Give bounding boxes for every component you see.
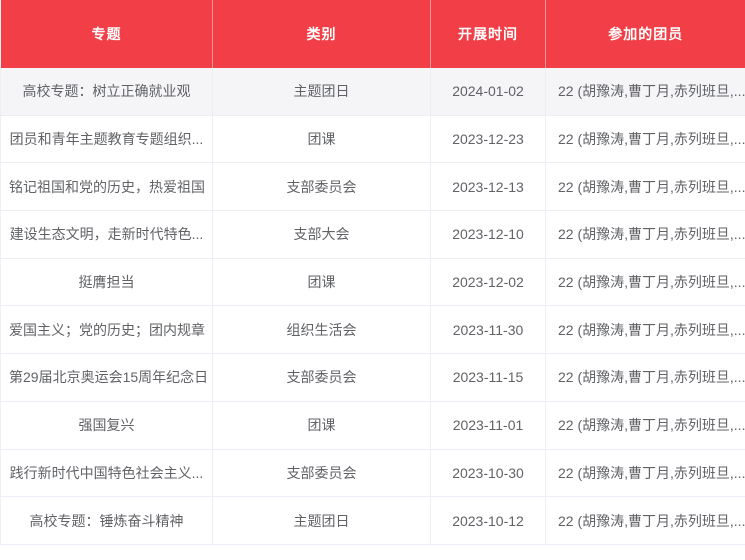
date-cell: 2023-12-13: [430, 162, 546, 212]
category-cell: 主题团日: [212, 496, 431, 545]
category-cell: 主题团日: [212, 68, 431, 116]
table-row[interactable]: 强国复兴 团课 2023-11-01 22 (胡豫涛,曹丁月,赤列班旦,...: [0, 401, 745, 450]
date-cell: 2024-01-02: [430, 68, 546, 116]
category-cell: 团课: [212, 115, 431, 164]
column-header-members: 参加的团员: [545, 0, 745, 68]
category-cell: 团课: [212, 401, 431, 450]
date-cell: 2023-11-01: [430, 401, 546, 450]
members-cell: 22 (胡豫涛,曹丁月,赤列班旦,...: [545, 496, 745, 545]
category-cell: 支部委员会: [212, 449, 431, 498]
column-header-date: 开展时间: [430, 0, 546, 68]
members-cell: 22 (胡豫涛,曹丁月,赤列班旦,...: [545, 162, 745, 212]
category-cell: 团课: [212, 258, 431, 307]
table-row[interactable]: 高校专题：锤炼奋斗精神 主题团日 2023-10-12 22 (胡豫涛,曹丁月,…: [0, 496, 745, 545]
topic-cell: 团员和青年主题教育专题组织...: [0, 115, 213, 164]
table-row[interactable]: 铭记祖国和党的历史，热爱祖国 支部委员会 2023-12-13 22 (胡豫涛,…: [0, 162, 745, 212]
date-cell: 2023-11-30: [430, 305, 546, 355]
category-cell: 支部委员会: [212, 162, 431, 212]
topic-cell: 铭记祖国和党的历史，热爱祖国: [0, 162, 213, 212]
category-cell: 支部委员会: [212, 353, 431, 402]
topic-cell: 高校专题：树立正确就业观: [0, 68, 213, 116]
table-row[interactable]: 团员和青年主题教育专题组织... 团课 2023-12-23 22 (胡豫涛,曹…: [0, 115, 745, 164]
members-cell: 22 (胡豫涛,曹丁月,赤列班旦,...: [545, 305, 745, 355]
table-row[interactable]: 第29届北京奥运会15周年纪念日 支部委员会 2023-11-15 22 (胡豫…: [0, 353, 745, 402]
table-row[interactable]: 建设生态文明，走新时代特色... 支部大会 2023-12-10 22 (胡豫涛…: [0, 210, 745, 259]
table-row[interactable]: 爱国主义；党的历史；团内规章 组织生活会 2023-11-30 22 (胡豫涛,…: [0, 305, 745, 355]
members-cell: 22 (胡豫涛,曹丁月,赤列班旦,...: [545, 115, 745, 164]
date-cell: 2023-12-23: [430, 115, 546, 164]
date-cell: 2023-10-30: [430, 449, 546, 498]
members-cell: 22 (胡豫涛,曹丁月,赤列班旦,...: [545, 449, 745, 498]
date-cell: 2023-12-02: [430, 258, 546, 307]
column-header-topic: 专题: [0, 0, 213, 68]
table-row[interactable]: 践行新时代中国特色社会主义... 支部委员会 2023-10-30 22 (胡豫…: [0, 449, 745, 498]
date-cell: 2023-10-12: [430, 496, 546, 545]
members-cell: 22 (胡豫涛,曹丁月,赤列班旦,...: [545, 401, 745, 450]
table-row[interactable]: 高校专题：树立正确就业观 主题团日 2024-01-02 22 (胡豫涛,曹丁月…: [0, 68, 745, 116]
date-cell: 2023-12-10: [430, 210, 546, 259]
topic-cell: 挺膺担当: [0, 258, 213, 307]
column-header-category: 类别: [212, 0, 431, 68]
members-cell: 22 (胡豫涛,曹丁月,赤列班旦,...: [545, 353, 745, 402]
topic-cell: 爱国主义；党的历史；团内规章: [0, 305, 213, 355]
members-cell: 22 (胡豫涛,曹丁月,赤列班旦,...: [545, 68, 745, 116]
table-row[interactable]: 挺膺担当 团课 2023-12-02 22 (胡豫涛,曹丁月,赤列班旦,...: [0, 258, 745, 307]
topic-cell: 第29届北京奥运会15周年纪念日: [0, 353, 213, 402]
members-cell: 22 (胡豫涛,曹丁月,赤列班旦,...: [545, 210, 745, 259]
topic-cell: 建设生态文明，走新时代特色...: [0, 210, 213, 259]
table-header-row: 专题 类别 开展时间 参加的团员: [0, 0, 745, 68]
topic-cell: 高校专题：锤炼奋斗精神: [0, 496, 213, 545]
date-cell: 2023-11-15: [430, 353, 546, 402]
members-cell: 22 (胡豫涛,曹丁月,赤列班旦,...: [545, 258, 745, 307]
category-cell: 支部大会: [212, 210, 431, 259]
activities-table: 专题 类别 开展时间 参加的团员 高校专题：树立正确就业观 主题团日 2024-…: [0, 0, 745, 545]
category-cell: 组织生活会: [212, 305, 431, 355]
topic-cell: 践行新时代中国特色社会主义...: [0, 449, 213, 498]
topic-cell: 强国复兴: [0, 401, 213, 450]
